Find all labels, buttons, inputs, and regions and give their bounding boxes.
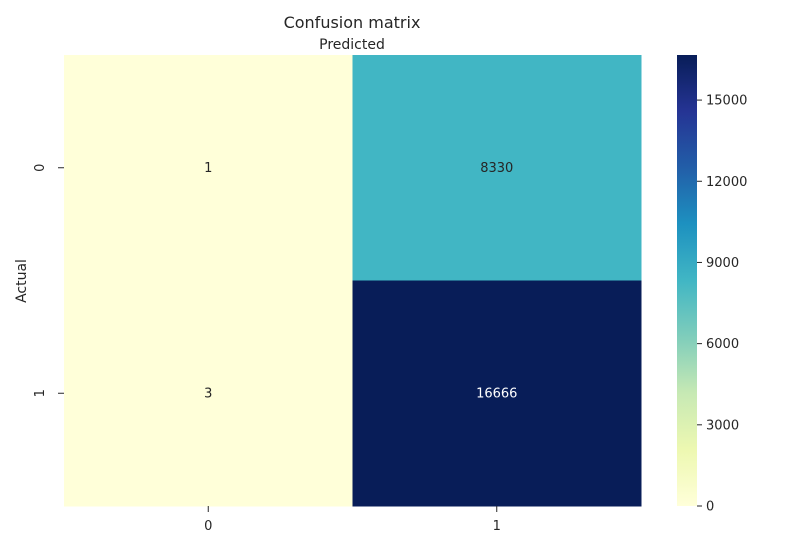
- colorbar: [677, 55, 697, 506]
- y-tick-label: 0: [33, 164, 48, 172]
- cell-value-0-1: 8330: [480, 161, 513, 176]
- cell-value-0-0: 1: [204, 161, 212, 176]
- heatmap-cell-1-0: [64, 280, 353, 507]
- x-tick-label: 1: [493, 519, 501, 534]
- colorbar-tick-label: 12000: [706, 175, 747, 190]
- heatmap-cell-0-1: [352, 55, 642, 281]
- y-axis-label: Actual: [14, 259, 30, 303]
- colorbar-tick-label: 15000: [706, 94, 747, 109]
- heatmap-cell-1-1: [352, 280, 642, 507]
- colorbar-tick-label: 3000: [706, 418, 739, 433]
- cell-value-1-1: 16666: [476, 386, 517, 401]
- colorbar-ticks: 0 3000 6000 9000 12000 15000: [697, 94, 747, 515]
- chart-title: Confusion matrix: [284, 13, 421, 32]
- x-axis-label: Predicted: [319, 37, 385, 53]
- colorbar-tick-label: 6000: [706, 337, 739, 352]
- cell-value-1-0: 3: [204, 386, 212, 401]
- heatmap-cell-labels: 1 8330 3 16666: [204, 161, 517, 402]
- y-tick-label: 1: [33, 389, 48, 397]
- colorbar-tick-label: 9000: [706, 256, 739, 271]
- heatmap-cell-0-0: [64, 55, 353, 281]
- y-axis-ticks: 01: [33, 164, 64, 397]
- x-tick-label: 0: [204, 519, 212, 534]
- colorbar-tick-label: 0: [706, 500, 714, 515]
- heatmap-cells: [64, 55, 642, 507]
